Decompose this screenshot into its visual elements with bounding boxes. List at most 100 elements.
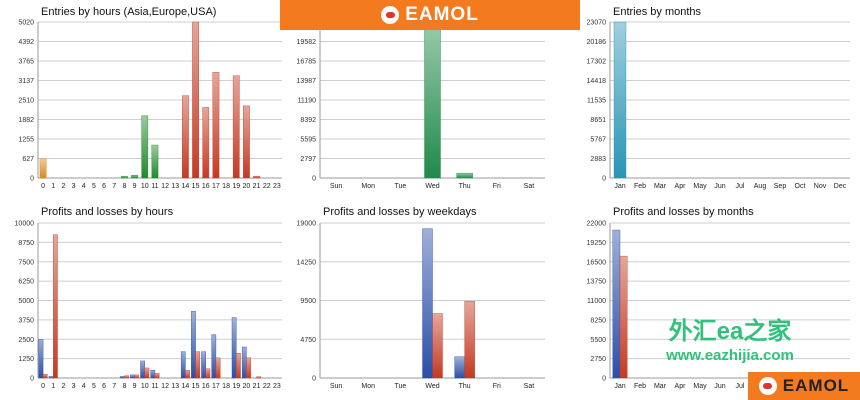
bar bbox=[212, 72, 220, 179]
y-tick-label: 13987 bbox=[297, 78, 317, 85]
x-tick-label: 21 bbox=[253, 183, 261, 190]
x-tick-label: 0 bbox=[41, 383, 45, 390]
chart-title: Profits and losses by hours bbox=[41, 206, 174, 218]
y-tick-label: 10000 bbox=[15, 221, 35, 228]
x-tick-label: 11 bbox=[151, 383, 158, 390]
x-tick-label: Mon bbox=[361, 383, 375, 390]
bar bbox=[236, 353, 241, 379]
x-tick-label: May bbox=[693, 383, 707, 390]
bar bbox=[140, 360, 145, 379]
y-tick-label: 5000 bbox=[18, 298, 34, 305]
x-tick-label: Thu bbox=[459, 183, 471, 190]
x-tick-label: Wed bbox=[425, 383, 439, 390]
bar bbox=[246, 357, 251, 379]
x-tick-label: 3 bbox=[72, 383, 76, 390]
chart-title: Profits and losses by months bbox=[613, 206, 754, 218]
bar bbox=[141, 115, 149, 179]
y-tick-label: 19582 bbox=[297, 39, 317, 46]
chart-3: Entries by months 0 2883 5767 8651 11535 14418… bbox=[587, 6, 850, 190]
bar bbox=[211, 334, 217, 379]
x-tick-label: May bbox=[693, 183, 707, 190]
bar bbox=[131, 175, 138, 179]
chart-5: Profits and losses by weekdays 0 4750 9500 1… bbox=[297, 206, 545, 390]
y-tick-label: 0 bbox=[30, 376, 34, 383]
x-tick-label: 16 bbox=[202, 183, 210, 190]
x-tick-label: 9 bbox=[133, 383, 137, 390]
x-tick-label: 5 bbox=[92, 383, 96, 390]
x-tick-label: Tue bbox=[394, 183, 406, 190]
y-tick-label: 1882 bbox=[18, 117, 34, 124]
y-tick-label: 11190 bbox=[298, 97, 317, 104]
y-tick-label: 17302 bbox=[587, 59, 607, 66]
x-tick-label: 17 bbox=[212, 183, 220, 190]
bar bbox=[134, 374, 140, 379]
x-tick-label: 15 bbox=[192, 183, 200, 190]
y-tick-label: 22000 bbox=[587, 221, 607, 228]
y-tick-label: 0 bbox=[312, 176, 316, 183]
x-tick-label: Jun bbox=[714, 183, 725, 190]
bar bbox=[613, 21, 627, 179]
y-tick-label: 14250 bbox=[297, 259, 317, 266]
x-tick-label: 22 bbox=[263, 383, 271, 390]
y-tick-label: 5020 bbox=[18, 20, 34, 27]
bar bbox=[454, 356, 465, 379]
y-tick-label: 0 bbox=[30, 176, 34, 183]
chart-4: Profits and losses by hours 0 1250 2500 3750… bbox=[15, 206, 282, 390]
y-tick-label: 20186 bbox=[587, 39, 607, 46]
y-tick-label: 2510 bbox=[18, 98, 34, 105]
robot-logo-icon bbox=[381, 6, 400, 24]
bar bbox=[182, 95, 189, 179]
x-tick-label: 17 bbox=[212, 383, 220, 390]
x-tick-label: Jul bbox=[736, 183, 745, 190]
bar bbox=[253, 175, 260, 179]
bar bbox=[130, 374, 135, 379]
x-tick-label: 20 bbox=[243, 383, 251, 390]
y-tick-label: 3137 bbox=[18, 78, 34, 85]
brand-logo-bottom: EAMOL bbox=[748, 372, 860, 400]
x-tick-label: Wed bbox=[425, 183, 439, 190]
bar bbox=[243, 105, 250, 179]
x-tick-label: Feb bbox=[634, 383, 646, 390]
x-tick-label: 16 bbox=[202, 383, 210, 390]
x-tick-label: 1 bbox=[51, 183, 55, 190]
x-tick-label: Jan bbox=[614, 383, 625, 390]
y-tick-label: 3750 bbox=[18, 317, 34, 324]
chart-2: 0 2797 5595 8392 11190 13987 16785 19582 Sun Mon T… bbox=[297, 21, 545, 190]
bar bbox=[215, 357, 221, 379]
y-tick-label: 0 bbox=[602, 176, 606, 183]
x-tick-label: 11 bbox=[151, 183, 158, 190]
y-tick-label: 2797 bbox=[300, 156, 316, 163]
x-tick-label: 5 bbox=[92, 183, 96, 190]
x-tick-label: 13 bbox=[171, 383, 179, 390]
x-tick-label: Mon bbox=[361, 183, 375, 190]
chart-6: Profits and losses by months 0 2750 5500 825… bbox=[587, 206, 850, 390]
bar bbox=[256, 376, 262, 379]
x-tick-label: Sat bbox=[524, 383, 535, 390]
x-tick-label: 8 bbox=[122, 183, 126, 190]
y-tick-label: 2500 bbox=[18, 337, 34, 344]
chart-title: Profits and losses by weekdays bbox=[323, 206, 477, 218]
y-tick-label: 6250 bbox=[18, 279, 34, 286]
y-tick-label: 1250 bbox=[18, 356, 34, 363]
x-tick-label: Sun bbox=[330, 183, 343, 190]
y-tick-label: 9500 bbox=[300, 298, 316, 305]
x-tick-label: 6 bbox=[102, 183, 106, 190]
y-tick-label: 4750 bbox=[300, 337, 316, 344]
bar bbox=[205, 368, 211, 379]
bar bbox=[201, 351, 206, 379]
x-tick-label: Fri bbox=[493, 383, 502, 390]
x-tick-label: 1 bbox=[51, 383, 55, 390]
y-tick-label: 19000 bbox=[297, 221, 317, 228]
chart-title: Entries by hours (Asia,Europe,USA) bbox=[41, 6, 216, 18]
y-tick-label: 2883 bbox=[590, 156, 606, 163]
bar bbox=[53, 234, 58, 379]
x-tick-label: 20 bbox=[243, 183, 251, 190]
bar bbox=[39, 158, 47, 179]
x-tick-label: 2 bbox=[61, 183, 65, 190]
bar bbox=[154, 373, 160, 379]
x-tick-label: 14 bbox=[182, 383, 190, 390]
y-tick-label: 8250 bbox=[590, 317, 606, 324]
bar bbox=[151, 144, 159, 179]
y-tick-label: 14418 bbox=[587, 78, 607, 85]
x-tick-label: 7 bbox=[112, 183, 116, 190]
